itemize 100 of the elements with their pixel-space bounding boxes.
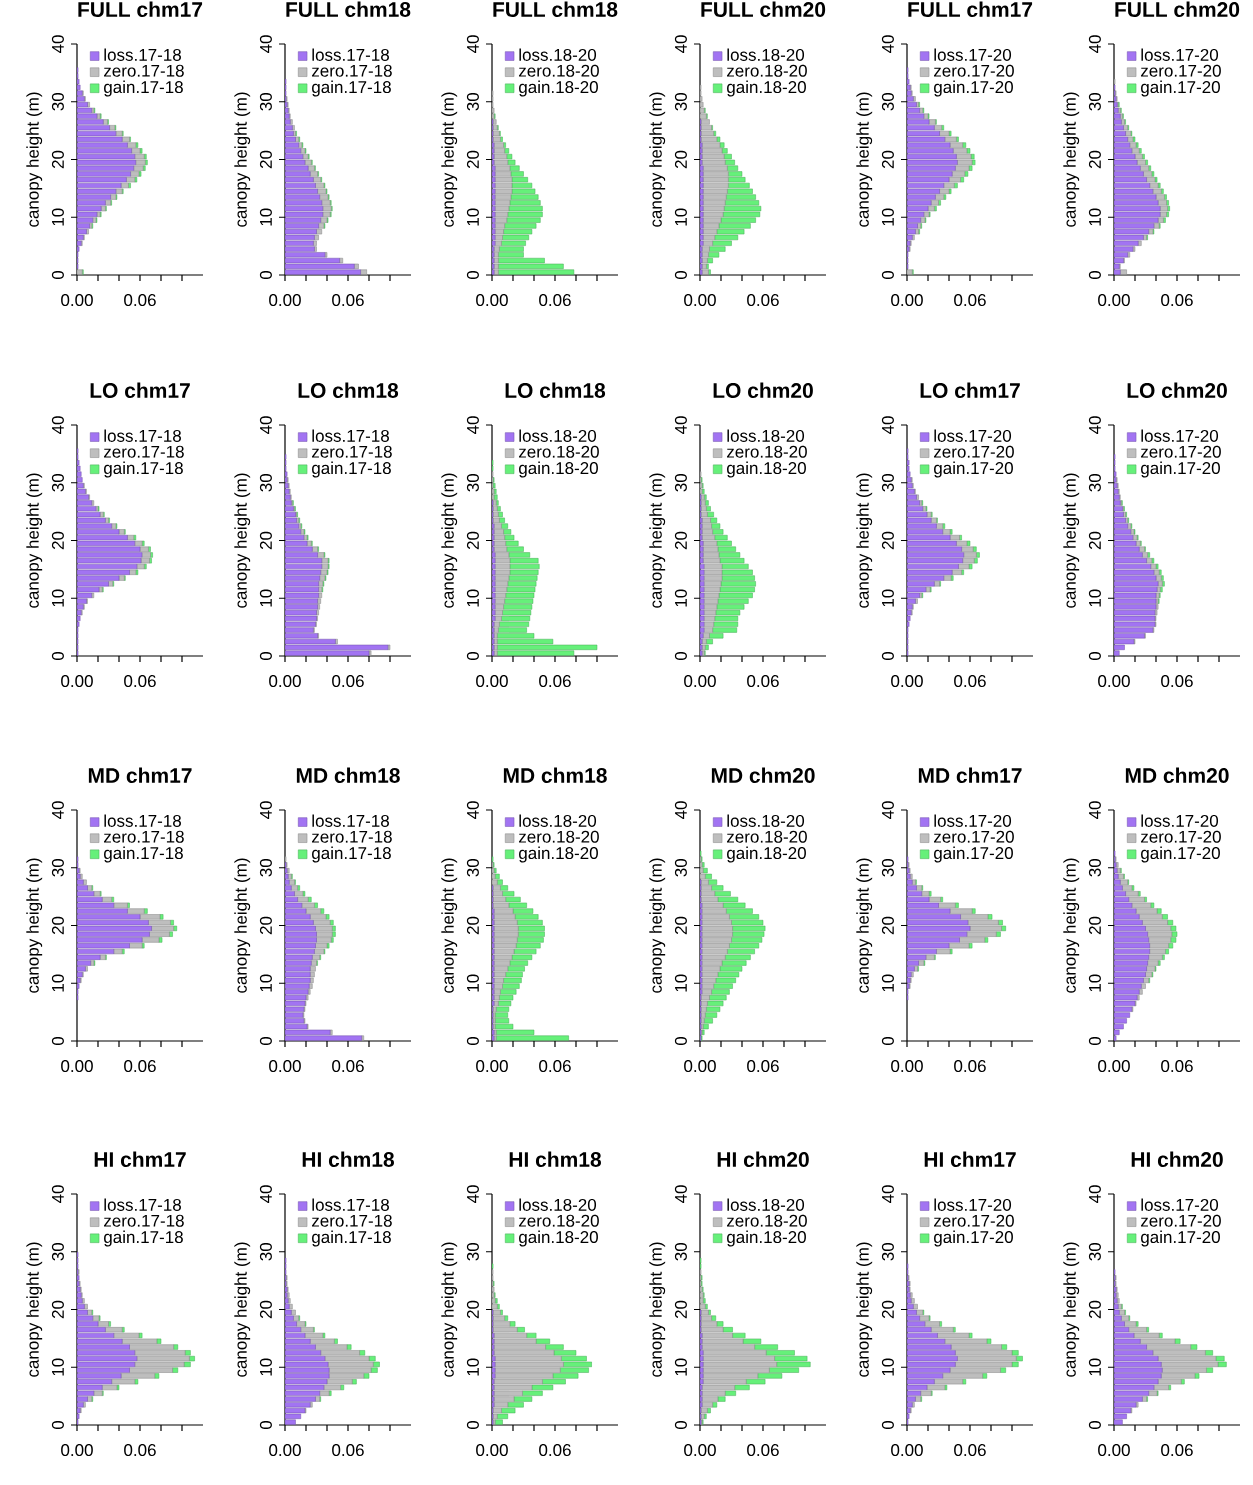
x-tick-label: 0.06	[954, 294, 986, 307]
x-tick-label: 0.06	[1161, 675, 1193, 688]
y-tick-label: 0	[466, 270, 479, 280]
x-tick-label: 0.06	[1161, 1060, 1193, 1073]
y-tick-label: 30	[881, 858, 894, 877]
y-tick-label: 30	[881, 92, 894, 111]
y-tick-label: 10	[51, 974, 64, 992]
x-tick-label: 0.00	[61, 675, 93, 688]
y-tick-label: 40	[259, 35, 272, 54]
legend-label: zero.17-20	[933, 445, 1014, 458]
x-tick-label: 0.06	[747, 1444, 779, 1457]
x-tick-label: 0.06	[747, 675, 779, 688]
y-tick-label: 10	[1088, 974, 1101, 992]
chart-title: LO chm18	[298, 382, 399, 398]
chart-title: HI chm17	[94, 1151, 186, 1167]
legend-label: zero.17-20	[1140, 830, 1221, 843]
y-tick-label: 30	[674, 858, 687, 877]
legend-label: loss.17-18	[104, 1198, 181, 1211]
legend-label: loss.17-18	[104, 429, 181, 442]
y-tick-label: 20	[259, 1300, 272, 1319]
chart-title: LO chm20	[713, 382, 813, 398]
y-tick-label: 20	[51, 916, 64, 935]
y-tick-label: 0	[674, 651, 687, 661]
y-tick-label: 10	[674, 589, 687, 607]
y-tick-label: 30	[259, 92, 272, 111]
y-tick-label: 30	[674, 92, 687, 111]
y-tick-label: 20	[674, 916, 687, 935]
y-tick-label: 40	[466, 35, 479, 54]
x-tick-label: 0.06	[332, 675, 364, 688]
x-tick-label: 0.00	[476, 1444, 508, 1457]
y-tick-label: 20	[1088, 916, 1101, 935]
x-tick-label: 0.06	[747, 1060, 779, 1073]
x-tick-label: 0.06	[539, 1060, 571, 1073]
legend-label: loss.17-18	[104, 814, 181, 827]
y-axis-title: canopy height (m)	[649, 92, 666, 227]
legend-label: zero.18-20	[726, 445, 807, 458]
y-tick-label: 0	[1088, 1036, 1101, 1046]
y-tick-label: 40	[51, 1185, 64, 1204]
y-axis-title: canopy height (m)	[441, 92, 458, 227]
y-tick-label: 20	[881, 1300, 894, 1319]
y-axis-title: canopy height (m)	[26, 473, 43, 608]
y-axis-title: canopy height (m)	[26, 1242, 43, 1377]
legend-label: gain.18-20	[519, 846, 598, 863]
x-tick-label: 0.00	[1098, 294, 1130, 307]
y-tick-label: 0	[51, 270, 64, 280]
y-axis-title: canopy height (m)	[234, 473, 251, 608]
y-tick-label: 40	[51, 801, 64, 820]
y-tick-label: 40	[466, 416, 479, 435]
x-tick-label: 0.06	[747, 294, 779, 307]
y-tick-label: 30	[51, 1242, 64, 1261]
y-tick-label: 40	[51, 35, 64, 54]
y-tick-label: 40	[1088, 416, 1101, 435]
y-tick-label: 30	[674, 1242, 687, 1261]
y-tick-label: 0	[881, 270, 894, 280]
x-tick-label: 0.06	[332, 294, 364, 307]
legend-label: gain.18-20	[519, 461, 598, 478]
y-tick-label: 10	[466, 589, 479, 607]
legend-label: gain.17-20	[1141, 1230, 1220, 1247]
chart-title: MD chm20	[1125, 767, 1229, 783]
y-axis-title: canopy height (m)	[441, 473, 458, 608]
y-tick-label: 10	[51, 589, 64, 607]
y-tick-label: 30	[1088, 858, 1101, 877]
legend-label: zero.17-20	[933, 1214, 1014, 1227]
y-tick-label: 10	[674, 208, 687, 226]
y-axis-title: canopy height (m)	[26, 92, 43, 227]
legend-label: loss.17-20	[1141, 814, 1219, 827]
legend-label: loss.18-20	[519, 48, 597, 61]
y-tick-label: 20	[259, 916, 272, 935]
x-tick-label: 0.00	[1098, 1060, 1130, 1073]
y-tick-label: 30	[51, 858, 64, 877]
x-tick-label: 0.06	[1161, 1444, 1193, 1457]
chart-title: LO chm20	[1127, 382, 1227, 398]
legend-label: zero.18-20	[726, 64, 807, 77]
y-tick-label: 10	[881, 974, 894, 992]
y-tick-label: 40	[881, 416, 894, 435]
y-tick-label: 10	[881, 589, 894, 607]
y-tick-label: 40	[1088, 801, 1101, 820]
chart-title: HI chm20	[717, 1151, 809, 1167]
chart-title: LO chm17	[90, 382, 190, 398]
legend-label: gain.17-18	[312, 1230, 391, 1247]
x-tick-label: 0.06	[124, 1444, 156, 1457]
y-tick-label: 20	[1088, 1300, 1101, 1319]
x-tick-label: 0.00	[891, 1060, 923, 1073]
legend-label: gain.17-20	[1141, 80, 1220, 97]
x-tick-label: 0.00	[269, 1060, 301, 1073]
legend-label: gain.17-20	[934, 461, 1013, 478]
x-tick-label: 0.00	[476, 294, 508, 307]
y-tick-label: 10	[674, 974, 687, 992]
legend-label: loss.18-20	[727, 48, 805, 61]
legend-label: zero.17-20	[933, 830, 1014, 843]
y-tick-label: 0	[1088, 651, 1101, 661]
chart-title: LO chm18	[505, 382, 606, 398]
legend-label: zero.18-20	[726, 830, 807, 843]
y-tick-label: 10	[466, 208, 479, 226]
y-tick-label: 0	[881, 1036, 894, 1046]
legend-label: loss.17-20	[934, 814, 1012, 827]
legend-label: gain.18-20	[727, 80, 806, 97]
y-tick-label: 0	[1088, 1420, 1101, 1430]
legend-label: loss.17-18	[104, 48, 181, 61]
legend-label: zero.17-18	[103, 1214, 184, 1227]
